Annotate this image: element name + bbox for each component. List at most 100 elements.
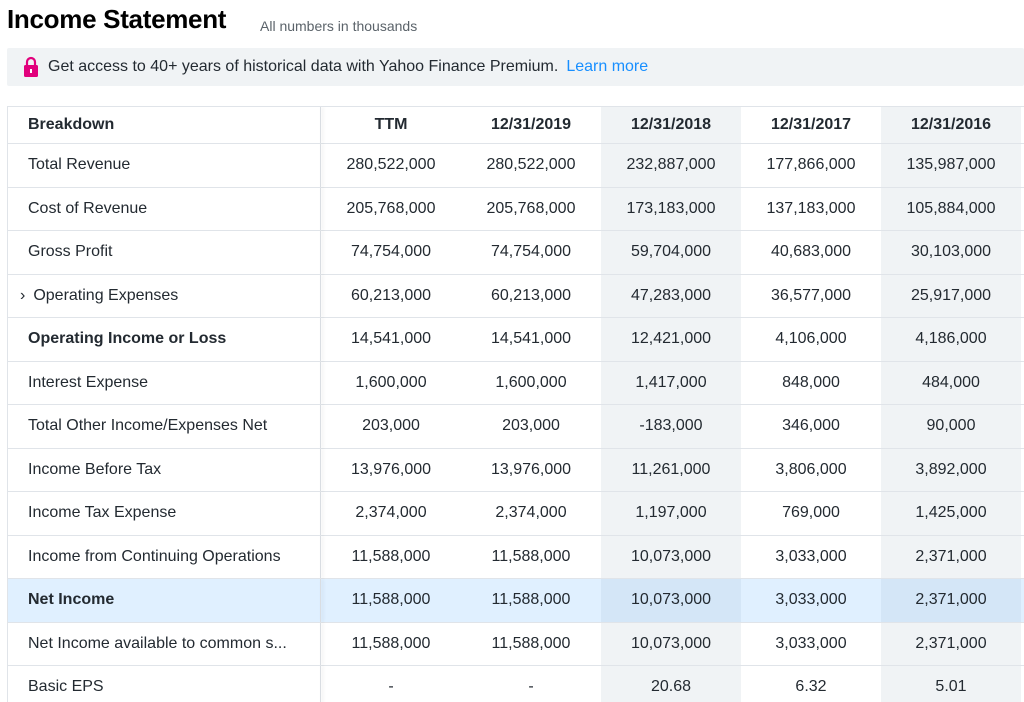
- value-cell: 1,600,000: [495, 373, 567, 391]
- table-row: Net Income 11,588,000 11,588,000 10,073,000…: [7, 579, 1024, 623]
- value-cell: 25,917,000: [881, 274, 1021, 317]
- value-cell: 203,000: [362, 417, 420, 435]
- value-cell: 2,371,000: [881, 622, 1021, 665]
- column-header: 12/31/2016: [881, 107, 1021, 143]
- value-cell: 280,522,000: [486, 156, 576, 174]
- value-cell: 848,000: [782, 373, 840, 391]
- row-label-text: Operating Expenses: [33, 286, 179, 304]
- row-label-text: Net Income: [28, 591, 115, 609]
- value-cell: 1,417,000: [601, 361, 741, 404]
- value-cell: 2,374,000: [355, 504, 427, 522]
- column-header: 12/31/2019: [490, 116, 572, 133]
- row-label: Total Revenue: [7, 144, 320, 187]
- value-cell: 2,371,000: [881, 535, 1021, 578]
- value-cell: 3,033,000: [775, 634, 847, 652]
- column-divider: [320, 231, 321, 274]
- banner-text: Get access to 40+ years of historical da…: [48, 58, 559, 75]
- value-cell: 1,197,000: [601, 492, 741, 535]
- row-label: Income from Continuing Operations: [7, 535, 320, 578]
- value-cell: 11,588,000: [351, 634, 431, 652]
- value-cell: 280,522,000: [346, 156, 436, 174]
- value-cell: 1,425,000: [881, 492, 1021, 535]
- value-cell: 346,000: [782, 417, 840, 435]
- value-cell: 11,588,000: [351, 547, 431, 565]
- column-header: Breakdown: [7, 107, 320, 143]
- column-divider: [320, 492, 321, 535]
- value-cell: 74,754,000: [490, 243, 572, 261]
- premium-banner: Get access to 40+ years of historical da…: [7, 48, 1024, 86]
- row-label: Income Before Tax: [7, 448, 320, 491]
- table-header-row: Breakdown TTM 12/31/2019 12/31/2018 12/3…: [7, 107, 1024, 144]
- row-label-text: Total Other Income/Expenses Net: [28, 417, 268, 435]
- table-row: Cost of Revenue 205,768,000 205,768,000 173…: [7, 187, 1024, 231]
- learn-more-link[interactable]: Learn more: [566, 58, 649, 75]
- table-row: Income Before Tax 13,976,000 13,976,000 11,…: [7, 448, 1024, 492]
- value-cell: -: [388, 678, 394, 696]
- value-cell: 173,183,000: [601, 187, 741, 230]
- row-label-text: Net Income available to common s...: [28, 634, 287, 652]
- table-row: Income from Continuing Operations 11,588,…: [7, 535, 1024, 579]
- value-cell: 205,768,000: [486, 199, 576, 217]
- value-cell: 11,588,000: [491, 547, 571, 565]
- row-label[interactable]: › Operating Expenses: [7, 274, 320, 317]
- column-divider: [320, 535, 321, 578]
- table-row: Operating Income or Loss 14,541,000 14,541…: [7, 318, 1024, 362]
- value-cell: 1,600,000: [355, 373, 427, 391]
- row-label: Basic EPS: [7, 666, 320, 702]
- value-cell: 90,000: [881, 405, 1021, 448]
- row-label-text: Total Revenue: [28, 156, 131, 174]
- value-cell: 11,588,000: [351, 591, 431, 609]
- column-divider: [320, 318, 321, 361]
- column-divider: [320, 144, 321, 187]
- value-cell: 10,073,000: [601, 535, 741, 578]
- value-cell: 177,866,000: [766, 156, 856, 174]
- row-label: Total Other Income/Expenses Net: [7, 405, 320, 448]
- value-cell: 40,683,000: [770, 243, 852, 261]
- table-row: Interest Expense 1,600,000 1,600,000 1,417,…: [7, 361, 1024, 405]
- value-cell: 30,103,000: [881, 231, 1021, 274]
- row-label: Net Income available to common s...: [7, 622, 320, 665]
- row-label-text: Income Tax Expense: [28, 504, 177, 522]
- row-label-text: Operating Income or Loss: [28, 330, 227, 348]
- value-cell: -: [528, 678, 534, 696]
- value-cell: 10,073,000: [601, 579, 741, 622]
- column-divider: [320, 274, 321, 317]
- column-divider: [320, 579, 321, 622]
- value-cell: 203,000: [502, 417, 560, 435]
- value-cell: 105,884,000: [881, 187, 1021, 230]
- column-header: 12/31/2018: [601, 107, 741, 143]
- value-cell: 2,371,000: [881, 579, 1021, 622]
- value-cell: 36,577,000: [770, 286, 852, 304]
- row-label-text: Basic EPS: [28, 678, 104, 696]
- value-cell: 20.68: [601, 666, 741, 702]
- value-cell: 12,421,000: [601, 318, 741, 361]
- value-cell: 3,892,000: [881, 448, 1021, 491]
- row-label-text: Income Before Tax: [28, 460, 162, 478]
- column-header: TTM: [374, 116, 408, 133]
- value-cell: -183,000: [601, 405, 741, 448]
- units-note: All numbers in thousands: [260, 18, 418, 34]
- value-cell: 10,073,000: [601, 622, 741, 665]
- value-cell: 205,768,000: [346, 199, 436, 217]
- row-label: Operating Income or Loss: [7, 318, 320, 361]
- value-cell: 11,588,000: [491, 634, 571, 652]
- chevron-right-icon[interactable]: ›: [20, 286, 26, 304]
- value-cell: 60,213,000: [490, 286, 572, 304]
- value-cell: 13,976,000: [490, 460, 572, 478]
- table-row: Gross Profit 74,754,000 74,754,000 59,704,0…: [7, 231, 1024, 275]
- value-cell: 6.32: [795, 678, 827, 696]
- column-header: 12/31/2017: [770, 116, 852, 133]
- value-cell: 137,183,000: [766, 199, 856, 217]
- value-cell: 3,033,000: [775, 591, 847, 609]
- table-row: Income Tax Expense 2,374,000 2,374,000 1,19…: [7, 492, 1024, 536]
- table-row: Net Income available to common s... 11,58…: [7, 622, 1024, 666]
- column-divider: [320, 361, 321, 404]
- value-cell: 60,213,000: [350, 286, 432, 304]
- row-label-text: Income from Continuing Operations: [28, 547, 281, 565]
- value-cell: 769,000: [782, 504, 840, 522]
- column-divider: [320, 187, 321, 230]
- value-cell: 232,887,000: [601, 144, 741, 187]
- value-cell: 11,261,000: [601, 448, 741, 491]
- row-label-text: Cost of Revenue: [28, 199, 148, 217]
- table-row: › Operating Expenses 60,213,000 60,213,000 4…: [7, 274, 1024, 318]
